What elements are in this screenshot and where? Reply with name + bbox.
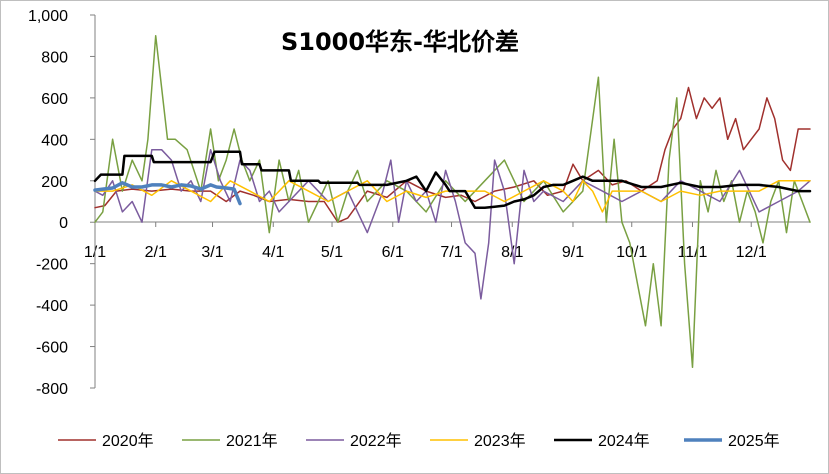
y-tick-label: 400 [41, 132, 68, 149]
x-axis-ticks: 1/1 2/1 3/1 4/1 5/1 6/1 7/1 8/1 9/1 10/1 11/1 12/1 [84, 222, 767, 261]
series-line-3 [94, 148, 811, 300]
series-line-1 [94, 86, 811, 223]
x-tick-label: 6/1 [382, 244, 404, 261]
series-line-5 [93, 150, 812, 209]
x-tick-label: 2/1 [145, 244, 167, 261]
y-tick-label: 200 [41, 174, 68, 191]
y-tick-label: -800 [36, 381, 68, 398]
legend-label: 2025年 [728, 432, 780, 450]
x-tick-label: 5/1 [321, 244, 343, 261]
series-line-2 [94, 34, 811, 369]
y-tick-label: 800 [41, 49, 68, 66]
legend-label: 2023年 [474, 432, 526, 450]
y-tick-label: -200 [36, 257, 68, 274]
legend-label: 2024年 [598, 432, 650, 450]
y-tick-label: 1,000 [28, 8, 68, 25]
y-tick-label: 600 [41, 91, 68, 108]
x-tick-label: 4/1 [262, 244, 284, 261]
legend-label: 2020年 [102, 432, 154, 450]
x-tick-label: 7/1 [440, 244, 462, 261]
legend-label: 2021年 [226, 432, 278, 450]
y-tick-label: 0 [59, 215, 68, 232]
y-tick-label: -400 [36, 298, 68, 315]
legend-label: 2022年 [350, 432, 402, 450]
x-tick-label: 3/1 [201, 244, 223, 261]
x-tick-label: 12/1 [736, 244, 767, 261]
x-tick-label: 9/1 [562, 244, 584, 261]
series-lines [93, 34, 812, 369]
legend: 2020年 2021年 2022年 2023年 2024年 2025年 [58, 432, 780, 450]
series-line-6 [93, 181, 242, 206]
x-tick-label: 11/1 [677, 244, 707, 261]
y-tick-label: -600 [36, 340, 68, 357]
axes [94, 15, 810, 388]
y-axis-ticks: -800 -600 -400 -200 0 200 400 600 800 1,000 [28, 8, 95, 398]
chart-title: S1000华东-华北价差 [281, 28, 519, 56]
